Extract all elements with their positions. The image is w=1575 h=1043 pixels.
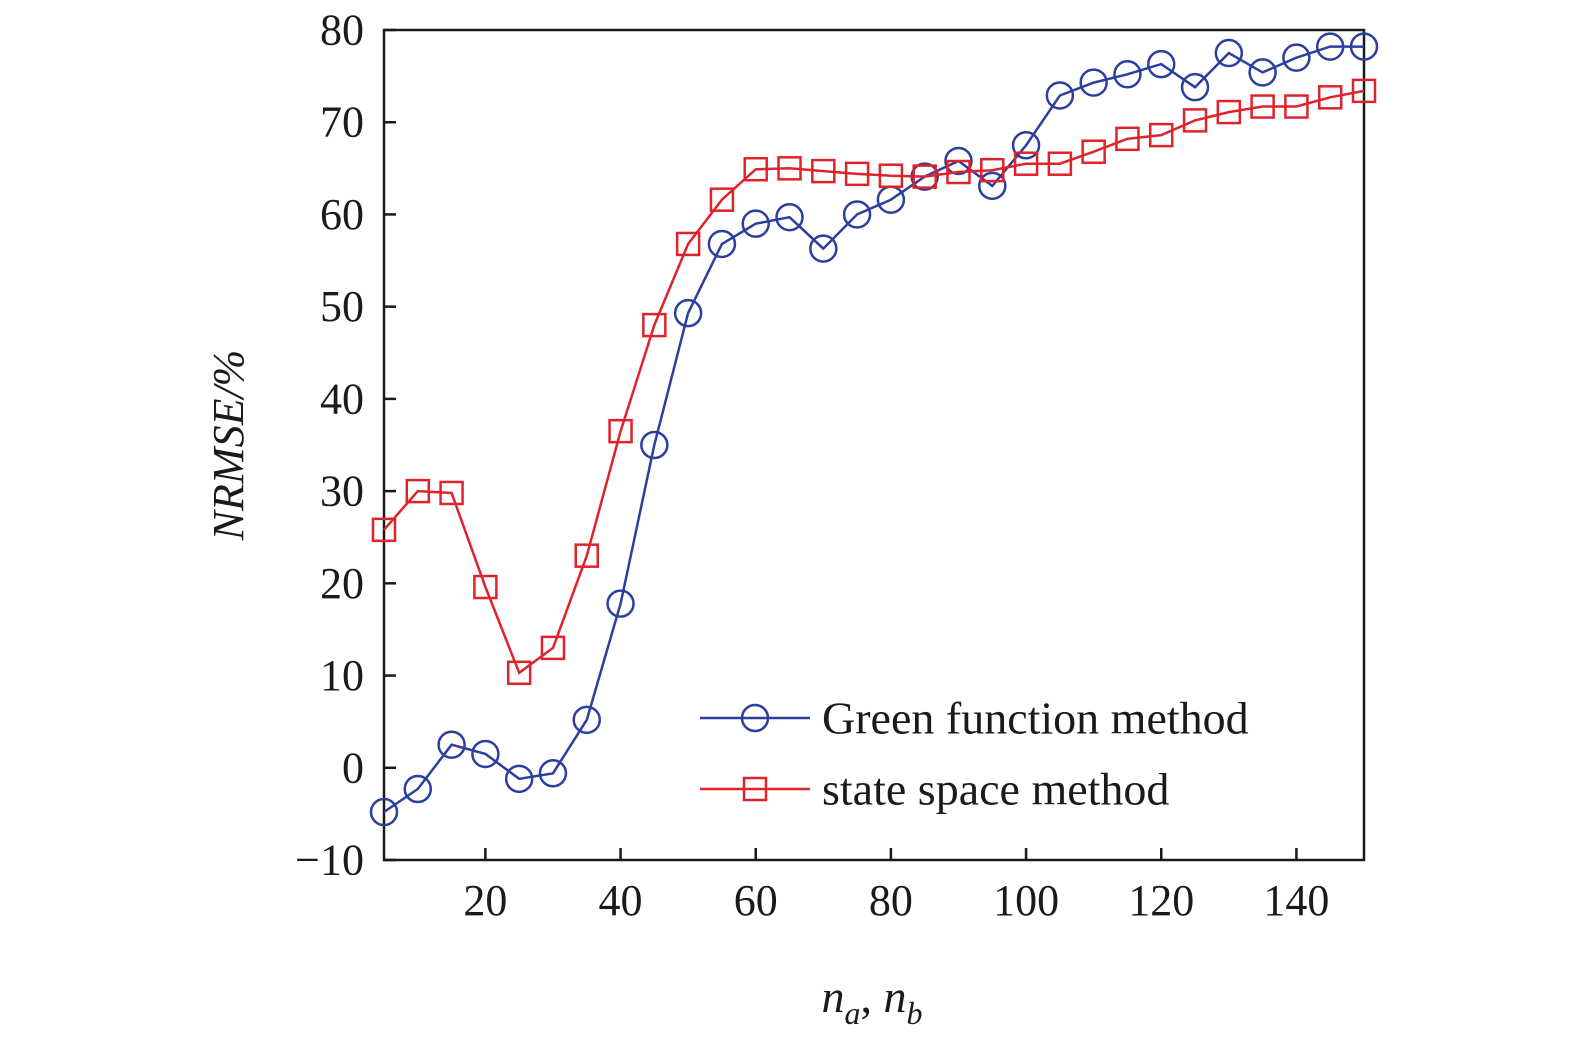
data-point-green-function	[741, 209, 770, 238]
data-point-state-space	[439, 480, 464, 506]
data-point-green-function	[403, 774, 433, 804]
series-green-function	[369, 32, 1379, 827]
data-point-state-space	[405, 478, 431, 504]
data-point-green-function	[471, 739, 500, 769]
y-tick-label: 40	[320, 374, 364, 423]
data-point-state-space	[912, 164, 937, 189]
y-tick-label: 0	[342, 743, 364, 792]
data-point-state-space	[811, 158, 836, 184]
data-point-green-function	[775, 202, 804, 232]
data-point-green-function	[809, 234, 838, 263]
y-axis-label: NRMSE/%	[204, 350, 253, 542]
data-point-state-space	[709, 187, 735, 212]
data-point-state-space	[844, 161, 870, 187]
data-point-green-function	[707, 229, 737, 259]
data-point-state-space	[1081, 139, 1106, 164]
data-point-green-function	[1315, 32, 1345, 61]
legend-label-state-space: state space method	[822, 764, 1169, 815]
data-point-green-function	[437, 730, 466, 759]
series-state-space	[371, 78, 1377, 686]
data-point-green-function	[1180, 72, 1210, 102]
y-tick-label: 70	[320, 98, 364, 147]
data-point-state-space	[540, 635, 566, 661]
data-point-green-function	[1214, 38, 1244, 68]
data-point-state-space	[980, 157, 1005, 183]
series-line-green-function	[383, 45, 1364, 814]
series-layer	[369, 32, 1379, 827]
y-tick-label: −10	[295, 836, 364, 885]
data-point-state-space	[1317, 85, 1343, 110]
data-point-state-space	[878, 163, 904, 188]
data-point-state-space	[473, 574, 498, 600]
data-point-green-function	[842, 200, 872, 229]
data-point-state-space	[675, 231, 701, 257]
legend-marker-circle	[740, 703, 770, 733]
data-point-state-space	[1250, 94, 1275, 119]
data-point-state-space	[1182, 108, 1208, 133]
data-point-green-function	[944, 146, 973, 176]
data-point-state-space	[371, 517, 397, 543]
x-tick-label: 140	[1263, 876, 1329, 925]
data-point-state-space	[1148, 122, 1174, 148]
data-point-green-function	[1011, 131, 1041, 160]
data-point-green-function	[1248, 58, 1277, 87]
series-line-state-space	[383, 89, 1365, 675]
y-tick-label: 30	[320, 467, 364, 516]
y-tick-label: 20	[320, 559, 364, 608]
plot-frame	[382, 28, 1366, 862]
x-tick-label: 20	[463, 876, 507, 925]
data-point-state-space	[642, 312, 667, 338]
data-point-green-function	[1079, 68, 1108, 97]
x-tick-label: 40	[599, 876, 643, 925]
x-tick-label: 80	[869, 876, 913, 925]
legend-label-green-function: Green function method	[822, 693, 1249, 744]
data-point-green-function	[1146, 49, 1176, 79]
legend: Green function method state space method	[700, 693, 1249, 815]
data-point-state-space	[1115, 126, 1140, 152]
y-tick-label: 10	[320, 651, 364, 700]
data-point-green-function	[1349, 32, 1379, 61]
data-point-state-space	[1047, 151, 1073, 176]
y-axis-ticks: −10 0 10 20 30 40 50 60 70 80	[295, 6, 396, 885]
data-point-state-space	[574, 543, 600, 568]
y-tick-label: 50	[320, 282, 364, 331]
data-point-green-function	[1113, 60, 1142, 89]
data-point-green-function	[673, 298, 703, 328]
data-point-state-space	[1216, 99, 1242, 125]
data-point-state-space	[777, 156, 802, 181]
data-point-green-function	[538, 759, 568, 788]
x-tick-label: 120	[1128, 876, 1194, 925]
data-point-green-function	[369, 797, 399, 827]
data-point-green-function	[606, 589, 635, 618]
y-tick-label: 60	[320, 190, 364, 239]
data-point-state-space	[1013, 151, 1039, 176]
x-tick-label: 60	[734, 876, 778, 925]
data-point-state-space	[743, 157, 768, 182]
data-point-green-function	[978, 171, 1007, 201]
data-point-green-function	[1282, 43, 1311, 72]
axes	[382, 28, 1366, 862]
x-axis-label: na, nb	[822, 971, 923, 1031]
y-tick-label: 80	[320, 6, 364, 55]
data-point-state-space	[1351, 78, 1377, 104]
legend-entry-green-function: Green function method	[700, 693, 1249, 744]
data-point-green-function	[640, 430, 669, 460]
legend-marker-square	[742, 776, 768, 802]
data-point-green-function	[1045, 81, 1075, 110]
data-point-state-space	[608, 418, 633, 444]
data-point-state-space	[506, 660, 532, 686]
x-axis-ticks: 20 40 60 80 100 120 140	[463, 848, 1329, 925]
data-point-green-function	[504, 764, 534, 794]
legend-entry-state-space: state space method	[700, 764, 1169, 815]
data-point-state-space	[946, 159, 971, 185]
data-point-green-function	[572, 705, 602, 735]
x-tick-label: 100	[993, 876, 1059, 925]
data-point-state-space	[1284, 94, 1309, 119]
